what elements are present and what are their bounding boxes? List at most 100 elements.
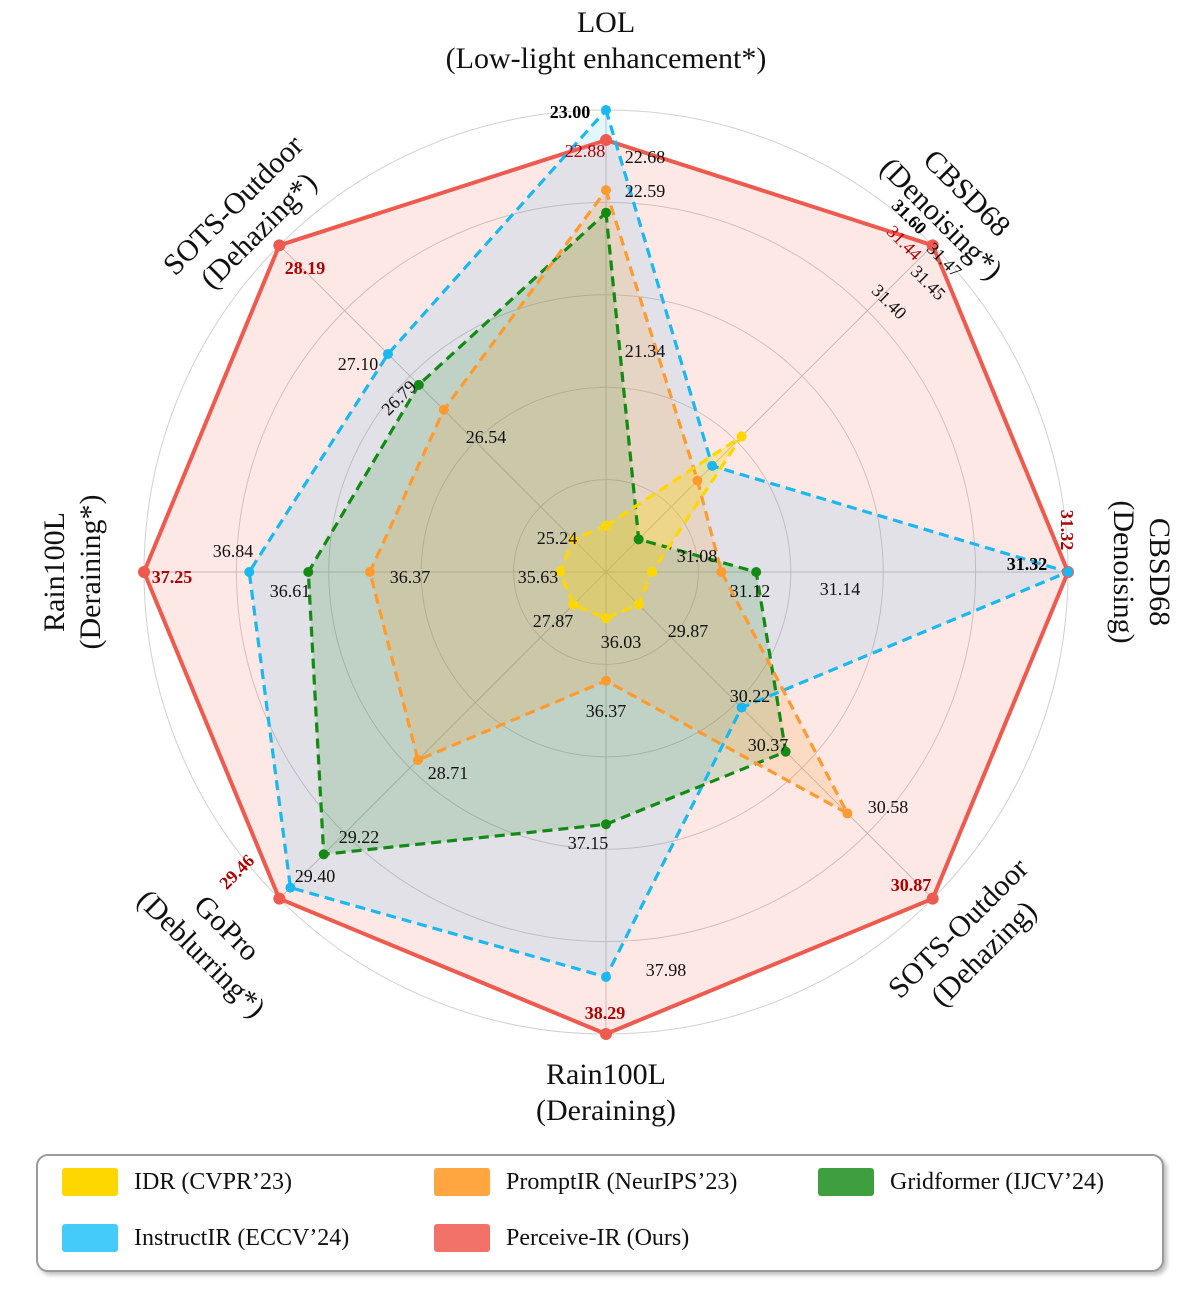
value-label-5-3: 29.40: [295, 866, 336, 886]
legend-swatch-perceive-ir: [434, 1224, 490, 1252]
point-promptir-neurips-23-2: [716, 567, 727, 577]
axis-line-1: [605, 244, 934, 573]
point-perceive-ir-ours-6: [138, 566, 150, 578]
point-idr-cvpr-23-3: [633, 599, 644, 610]
value-label-6-4: 37.25: [152, 567, 193, 587]
dimension-task-2: (Denoising): [1107, 500, 1140, 643]
legend-swatch-instructir: [62, 1224, 118, 1252]
legend-label-gridformer: Gridformer (IJCV’24): [890, 1168, 1104, 1195]
point-idr-cvpr-23-7: [568, 534, 579, 545]
point-instructir-eccv-24-3: [736, 702, 747, 713]
point-gridformer-ijcv-24-6: [303, 567, 314, 577]
dimension-name-0: LOL: [577, 6, 635, 39]
dimension-task-6: (Deraining*): [74, 495, 107, 650]
value-label-3-1: 30.22: [730, 686, 771, 706]
value-label-6-2: 36.61: [270, 581, 311, 601]
value-label-5-0: 27.87: [533, 611, 574, 631]
point-gridformer-ijcv-24-0: [601, 207, 611, 218]
point-perceive-ir-ours-0: [600, 134, 612, 147]
value-label-2-2: 31.08: [677, 546, 718, 566]
value-label-0-1: 22.88: [565, 141, 606, 161]
series-line-idr-cvpr-23: [558, 434, 744, 620]
value-label-2-0: 31.32: [1057, 510, 1077, 551]
series-points: [138, 105, 1074, 1040]
legend-item-instructir: InstructIR (ECCV’24): [62, 1224, 349, 1252]
value-label-0-3: 22.59: [625, 181, 666, 201]
point-perceive-ir-ours-1: [926, 239, 939, 252]
legend-label-idr: IDR (CVPR’23): [134, 1168, 293, 1195]
axis-line-5: [278, 571, 607, 900]
point-instructir-eccv-24-0: [601, 105, 611, 115]
point-idr-cvpr-23-4: [601, 613, 611, 624]
point-perceive-ir-ours-7: [273, 239, 286, 252]
dimension-task-0: (Low-light enhancement*): [446, 42, 767, 75]
value-label-4-0: 36.03: [601, 632, 642, 652]
series-area-perceive-ir-ours: [144, 140, 1068, 1035]
value-label-4-2: 37.15: [568, 833, 609, 853]
legend-item-gridformer: Gridformer (IJCV’24): [818, 1168, 1104, 1196]
point-gridformer-ijcv-24-7: [413, 379, 424, 390]
point-gridformer-ijcv-24-5: [318, 849, 329, 860]
point-promptir-neurips-23-5: [413, 754, 424, 765]
point-idr-cvpr-23-2: [647, 567, 658, 577]
point-instructir-eccv-24-2: [1063, 567, 1073, 577]
axis-line-3: [605, 571, 934, 900]
value-label-6-3: 36.84: [213, 541, 254, 561]
point-instructir-eccv-24-4: [601, 971, 611, 982]
value-label-4-4: 38.29: [585, 1003, 626, 1023]
point-instructir-eccv-24-1: [707, 460, 718, 471]
value-label-3-2: 30.37: [748, 735, 789, 755]
value-label-4-1: 36.37: [586, 701, 627, 721]
point-gridformer-ijcv-24-4: [601, 819, 611, 830]
point-perceive-ir-ours-4: [600, 1028, 612, 1040]
value-label-2-3: 31.12: [730, 581, 771, 601]
value-label-5-2: 29.22: [339, 827, 380, 847]
series-area-instructir-eccv-24: [249, 110, 1068, 977]
value-label-0-4: 21.34: [625, 341, 666, 361]
value-label-3-3: 30.58: [868, 797, 909, 817]
legend: IDR (CVPR’23) PromptIR (NeurIPS’23) Grid…: [36, 1154, 1164, 1272]
dimension-name-4: Rain100L: [546, 1058, 666, 1091]
point-gridformer-ijcv-24-1: [633, 534, 644, 545]
value-label-7-4: 28.19: [285, 258, 326, 278]
dimension-label-0: LOL(Low-light enhancement*): [446, 6, 767, 75]
dimension-label-2: CBSD68(Denoising): [1107, 500, 1176, 643]
dimension-task-4: (Deraining): [536, 1094, 676, 1127]
series-area-gridformer-ijcv-24: [308, 212, 786, 855]
point-idr-cvpr-23-6: [554, 567, 565, 577]
legend-swatch-idr: [62, 1168, 118, 1196]
point-instructir-eccv-24-7: [382, 348, 393, 359]
legend-label-perceive-ir: Perceive-IR (Ours): [506, 1224, 690, 1251]
dimension-label-4: Rain100L(Deraining): [536, 1058, 676, 1127]
value-label-2-4: 31.14: [820, 579, 861, 599]
value-label-5-1: 28.71: [428, 763, 469, 783]
value-label-2-1: 31.32: [1007, 554, 1048, 574]
point-promptir-neurips-23-3: [842, 808, 853, 819]
value-label-7-3: 27.10: [338, 354, 379, 374]
value-label-7-1: 26.54: [466, 427, 507, 447]
point-idr-cvpr-23-5: [568, 599, 579, 610]
series-area-promptir-neurips-23: [369, 190, 848, 814]
series-line-gridformer-ijcv-24: [306, 211, 788, 856]
point-gridformer-ijcv-24-3: [780, 746, 791, 757]
legend-item-promptir: PromptIR (NeurIPS’23): [434, 1168, 737, 1196]
legend-label-instructir: InstructIR (ECCV’24): [134, 1224, 350, 1251]
value-label-5-4: 29.46: [215, 850, 258, 893]
point-instructir-eccv-24-5: [285, 882, 296, 893]
legend-item-idr: IDR (CVPR’23): [62, 1168, 292, 1196]
dimension-name-2: CBSD68: [1143, 518, 1176, 626]
point-promptir-neurips-23-0: [601, 185, 611, 196]
value-label-3-0: 29.87: [668, 621, 709, 641]
series-fills: [144, 110, 1068, 1035]
value-label-6-0: 35.63: [518, 567, 559, 587]
point-perceive-ir-ours-3: [926, 892, 939, 905]
point-promptir-neurips-23-6: [364, 567, 375, 577]
point-instructir-eccv-24-6: [244, 567, 255, 577]
dimension-label-6: Rain100L (Deraining*): [38, 495, 107, 650]
legend-item-perceive-ir: Perceive-IR (Ours): [434, 1224, 689, 1252]
value-label-6-1: 36.37: [390, 567, 431, 587]
value-label-0-0: 23.00: [550, 102, 591, 122]
point-promptir-neurips-23-4: [601, 675, 611, 686]
legend-swatch-promptir: [434, 1168, 490, 1196]
